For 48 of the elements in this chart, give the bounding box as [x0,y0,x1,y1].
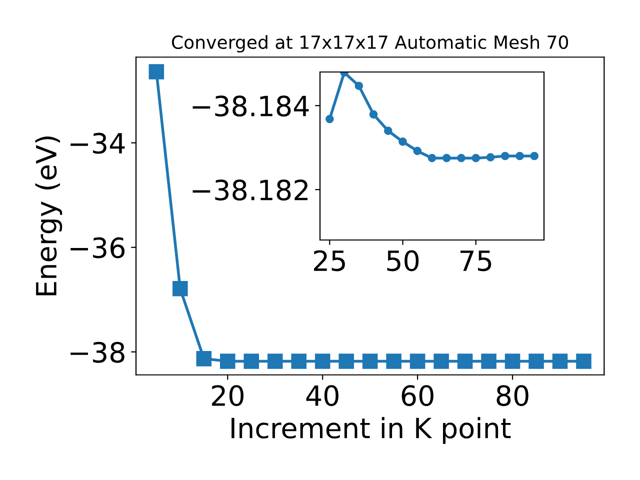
point [148,64,164,80]
point [220,354,236,369]
x-axis-title: Increment in K point [232,417,511,444]
point [196,351,212,366]
x-tick-label: 25 [314,250,345,272]
point [481,354,496,369]
point [369,110,378,119]
point [244,354,260,369]
point [325,114,334,124]
x-tick-label: 40 [306,385,338,406]
point [172,281,188,296]
chart-title: Converged at 17x17x17 Automatic Mesh 70 [172,35,568,53]
point [314,354,330,369]
y-tick-label: −36 [70,237,125,258]
point [504,354,520,369]
point [552,354,568,369]
point [516,152,524,160]
point [576,354,592,369]
x-tick-label: 50 [387,250,419,272]
point [500,152,510,160]
x-tick-label: 80 [496,385,528,406]
point [398,138,407,146]
y-tick-label: −34 [70,132,125,154]
point [410,354,426,369]
point [428,154,436,162]
x-tick-label: 75 [460,250,492,272]
y-tick-label: −38 [70,342,124,363]
point [362,354,378,369]
y-axis-title: Energy (eV) [35,136,62,296]
point [338,354,354,369]
point [354,82,364,90]
point [486,153,495,162]
point [386,354,402,369]
point [384,126,392,135]
point [413,146,422,156]
y-tick-label: −38.182 [192,180,308,201]
point [291,354,306,369]
point [528,354,544,369]
point [457,354,473,369]
y-tick-label: −38.184 [192,96,309,117]
point [267,354,283,369]
point [434,354,449,369]
x-tick-label: 60 [402,385,434,406]
point [472,154,480,162]
x-tick-label: 20 [212,385,244,406]
point [442,154,451,162]
point [457,154,466,162]
point [530,152,539,160]
